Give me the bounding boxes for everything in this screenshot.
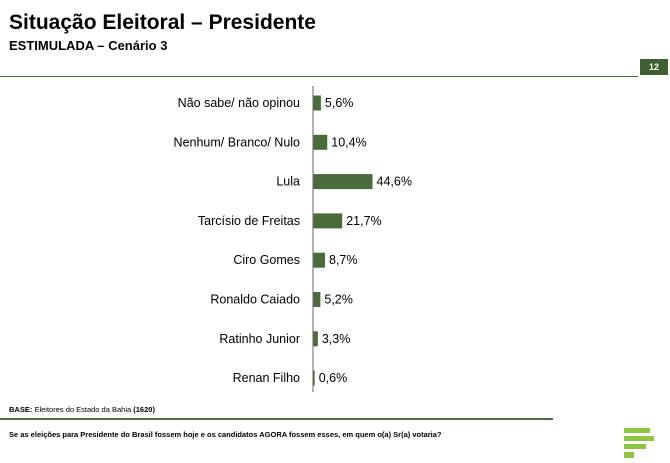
- category-label: Ratinho Junior: [219, 332, 300, 346]
- value-label: 0,6%: [319, 371, 348, 385]
- brand-logo-icon: [624, 428, 654, 458]
- value-label: 5,6%: [325, 96, 354, 110]
- bar: [313, 95, 321, 111]
- bar-chart: Não sabe/ não opinou 5,6% Nenhum/ Branco/ …: [174, 86, 412, 392]
- bar: [313, 370, 315, 386]
- header-divider: [0, 76, 638, 77]
- value-label: 44,6%: [377, 175, 412, 189]
- base-note: BASE: Eleitores do Estado da Bahia (1620…: [9, 405, 155, 415]
- bar: [313, 174, 373, 190]
- category-label: Tarcísio de Freitas: [198, 214, 300, 228]
- base-text: Eleitores do Estado da Bahia: [34, 405, 132, 414]
- page-number-badge: 12: [640, 59, 668, 75]
- page-title: Situação Eleitoral – Presidente: [9, 11, 316, 34]
- category-label: Ciro Gomes: [233, 253, 300, 267]
- base-count: (1620): [133, 405, 155, 414]
- bar: [313, 331, 318, 347]
- category-label: Renan Filho: [233, 371, 300, 385]
- survey-question: Se as eleições para Presidente do Brasil…: [9, 430, 442, 439]
- category-label: Não sabe/ não opinou: [178, 96, 300, 110]
- value-label: 5,2%: [324, 293, 353, 307]
- bar: [313, 213, 343, 229]
- category-label: Lula: [276, 175, 300, 189]
- value-label: 8,7%: [329, 253, 358, 267]
- category-label: Nenhum/ Branco/ Nulo: [174, 135, 301, 149]
- bar: [313, 134, 328, 150]
- base-label: BASE:: [9, 405, 33, 414]
- footer-divider: [0, 418, 553, 420]
- value-label: 10,4%: [331, 135, 366, 149]
- value-label: 21,7%: [346, 214, 381, 228]
- category-label: Ronaldo Caiado: [210, 293, 300, 307]
- value-label: 3,3%: [322, 332, 351, 346]
- bar: [313, 292, 321, 307]
- page-subtitle: ESTIMULADA – Cenário 3: [9, 38, 168, 53]
- bar: [313, 252, 326, 268]
